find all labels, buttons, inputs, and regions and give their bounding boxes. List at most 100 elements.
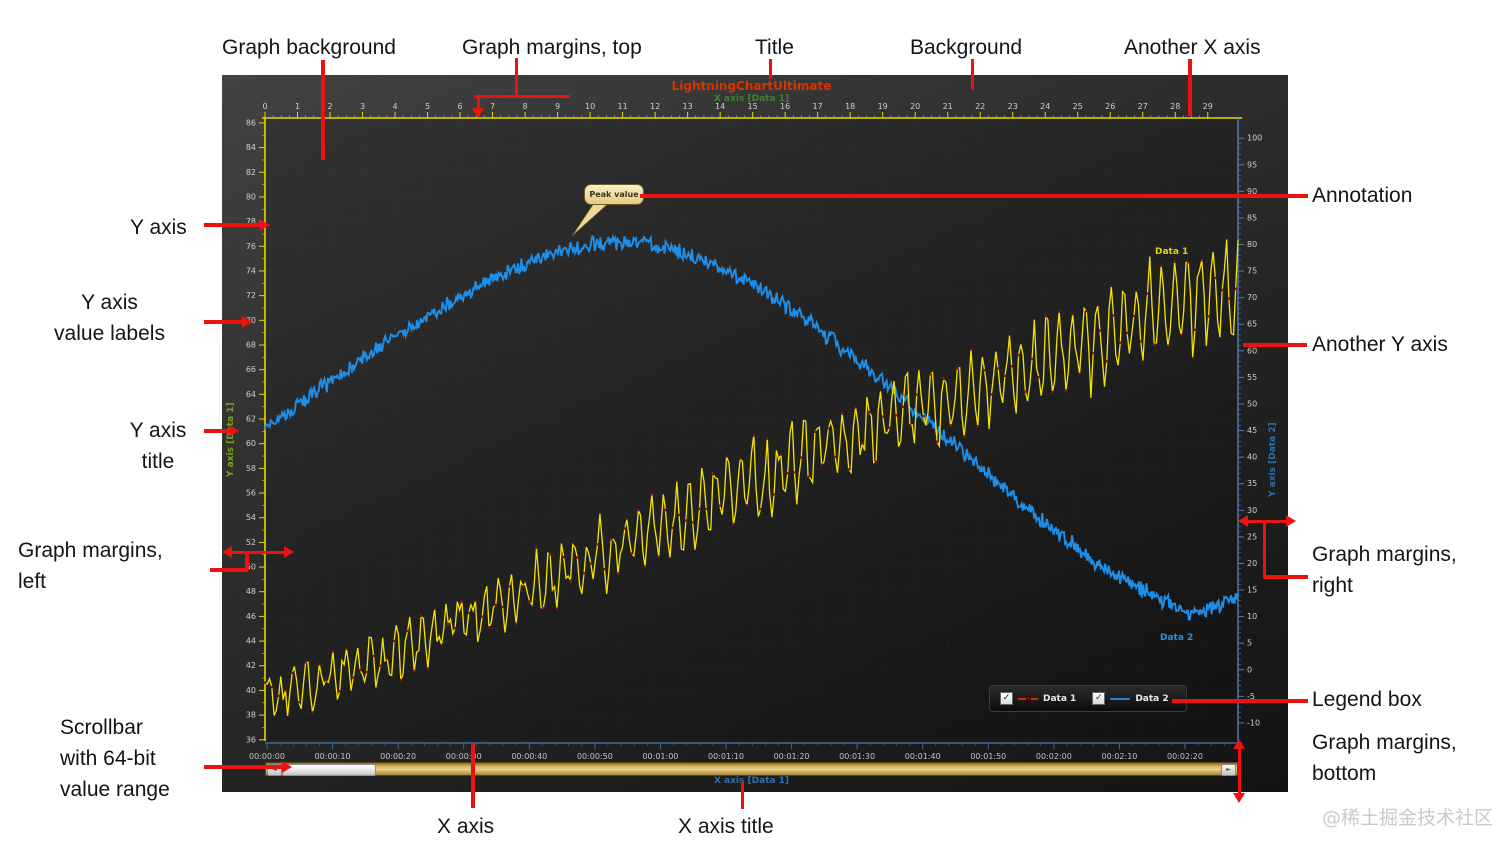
callout-line-y-axis <box>204 223 262 227</box>
legend-item-data1[interactable]: ✓ Data 1 <box>1000 692 1076 705</box>
svg-text:95: 95 <box>1247 160 1257 169</box>
svg-text:55: 55 <box>1247 373 1257 382</box>
svg-text:00:00:40: 00:00:40 <box>511 752 547 761</box>
callout-line-y-axis-title <box>204 429 231 433</box>
callout-line-scrollbar <box>204 765 284 769</box>
legend-label-data1: Data 1 <box>1043 693 1077 704</box>
svg-text:62: 62 <box>246 415 256 424</box>
callout-arrow-graph-margins-right-r <box>1286 515 1296 527</box>
svg-text:75: 75 <box>1247 267 1257 276</box>
svg-text:0: 0 <box>1247 665 1252 674</box>
svg-text:00:00:10: 00:00:10 <box>315 752 351 761</box>
callout-line-graph-margins-left-2 <box>245 553 249 571</box>
svg-text:78: 78 <box>246 217 256 226</box>
svg-text:40: 40 <box>246 686 256 695</box>
svg-text:13: 13 <box>683 102 693 111</box>
callout-another-y-axis: Another Y axis <box>1312 333 1448 356</box>
callout-line-y-axis-value-labels <box>204 320 244 324</box>
svg-text:30: 30 <box>1247 506 1257 515</box>
callout-title: Title <box>755 36 794 59</box>
callout-line-annotation <box>640 194 1308 198</box>
callout-line-graph-margins-right-1 <box>1246 520 1288 523</box>
svg-text:10: 10 <box>585 102 595 111</box>
svg-text:42: 42 <box>246 661 256 670</box>
callout-arrow-graph-margins-top <box>472 108 484 118</box>
svg-text:18: 18 <box>845 102 855 111</box>
watermark: @稀土掘金技术社区 <box>1322 807 1494 829</box>
svg-text:58: 58 <box>246 464 256 473</box>
svg-text:00:01:40: 00:01:40 <box>905 752 941 761</box>
legend-checkbox-data2[interactable]: ✓ <box>1092 692 1106 705</box>
callout-arrow-y-axis <box>260 219 270 231</box>
callout-line-another-y-axis <box>1243 343 1307 347</box>
svg-text:36: 36 <box>246 735 256 744</box>
svg-text:72: 72 <box>246 291 256 300</box>
svg-text:2: 2 <box>327 102 332 111</box>
svg-text:10: 10 <box>1247 612 1257 621</box>
scrollbar-right-button[interactable]: ► <box>1221 764 1236 776</box>
svg-text:86: 86 <box>246 118 256 127</box>
svg-text:84: 84 <box>246 143 256 152</box>
svg-text:00:01:30: 00:01:30 <box>839 752 875 761</box>
svg-text:40: 40 <box>1247 453 1257 462</box>
callout-line-graph-margins-right-2 <box>1263 522 1266 578</box>
svg-text:15: 15 <box>1247 586 1257 595</box>
svg-text:24: 24 <box>1040 102 1050 111</box>
svg-text:25: 25 <box>1247 532 1257 541</box>
callout-arrow-graph-margins-left-r <box>284 546 294 558</box>
svg-text:76: 76 <box>246 242 256 251</box>
svg-text:50: 50 <box>1247 399 1257 408</box>
annotation-balloon[interactable]: Peak value <box>584 184 644 205</box>
svg-text:29: 29 <box>1203 102 1213 111</box>
svg-text:19: 19 <box>878 102 888 111</box>
svg-text:82: 82 <box>246 168 256 177</box>
callout-graph-background: Graph background <box>222 36 396 59</box>
series-data2-line <box>264 233 1239 621</box>
legend-item-data2[interactable]: ✓ Data 2 <box>1092 692 1169 705</box>
plot-area <box>265 118 1238 741</box>
svg-text:1: 1 <box>295 102 300 111</box>
chart-canvas: 0 1 2 3 4 5 6 7 8 9 10 11 12 13 14 15 16 17 18 19 20 21 22 23 24… <box>246 102 1262 761</box>
svg-text:4: 4 <box>392 102 397 111</box>
svg-text:0: 0 <box>262 102 267 111</box>
callout-line-graph-margins-top-3 <box>477 97 480 109</box>
svg-text:22: 22 <box>975 102 985 111</box>
callout-arrow-y-axis-title <box>229 425 239 437</box>
callout-line-background <box>971 59 974 90</box>
svg-text:16: 16 <box>780 102 790 111</box>
callout-line-graph-margins-bottom <box>1238 748 1241 794</box>
callout-line-legend-box <box>1172 699 1308 703</box>
series-label-data1: Data 1 <box>1155 247 1189 257</box>
svg-text:44: 44 <box>246 637 256 646</box>
svg-text:54: 54 <box>246 513 256 522</box>
svg-text:20: 20 <box>910 102 920 111</box>
svg-text:85: 85 <box>1247 213 1257 222</box>
svg-text:23: 23 <box>1008 102 1018 111</box>
svg-text:68: 68 <box>246 340 256 349</box>
svg-text:11: 11 <box>618 102 628 111</box>
svg-text:00:01:50: 00:01:50 <box>970 752 1006 761</box>
svg-text:9: 9 <box>555 102 560 111</box>
svg-text:35: 35 <box>1247 479 1257 488</box>
legend-line-sample-data2 <box>1110 697 1131 700</box>
callout-scrollbar: Scrollbar with 64-bit value range <box>60 716 170 801</box>
callout-another-x-axis: Another X axis <box>1124 36 1261 59</box>
legend-checkbox-data1[interactable]: ✓ <box>1000 692 1013 705</box>
grid <box>264 118 1238 741</box>
svg-text:48: 48 <box>246 587 256 596</box>
svg-text:60: 60 <box>246 439 256 448</box>
callout-graph-margins-right: Graph margins, right <box>1312 543 1457 597</box>
callout-arrow-graph-margins-bottom-u <box>1233 739 1245 749</box>
series-data1-markers <box>263 258 1237 714</box>
callout-y-axis-title: Y axis title <box>129 419 187 473</box>
svg-text:60: 60 <box>1247 346 1257 355</box>
svg-text:90: 90 <box>1247 187 1257 196</box>
svg-text:26: 26 <box>1105 102 1115 111</box>
scrollbar-thumb[interactable] <box>282 764 376 776</box>
svg-text:100: 100 <box>1247 134 1262 143</box>
x-axis-scrollbar[interactable]: ◄ ► <box>265 762 1238 776</box>
callout-arrow-y-axis-value-labels <box>242 316 252 328</box>
svg-text:25: 25 <box>1073 102 1083 111</box>
callout-background: Background <box>910 36 1023 59</box>
svg-text:64: 64 <box>246 390 256 399</box>
